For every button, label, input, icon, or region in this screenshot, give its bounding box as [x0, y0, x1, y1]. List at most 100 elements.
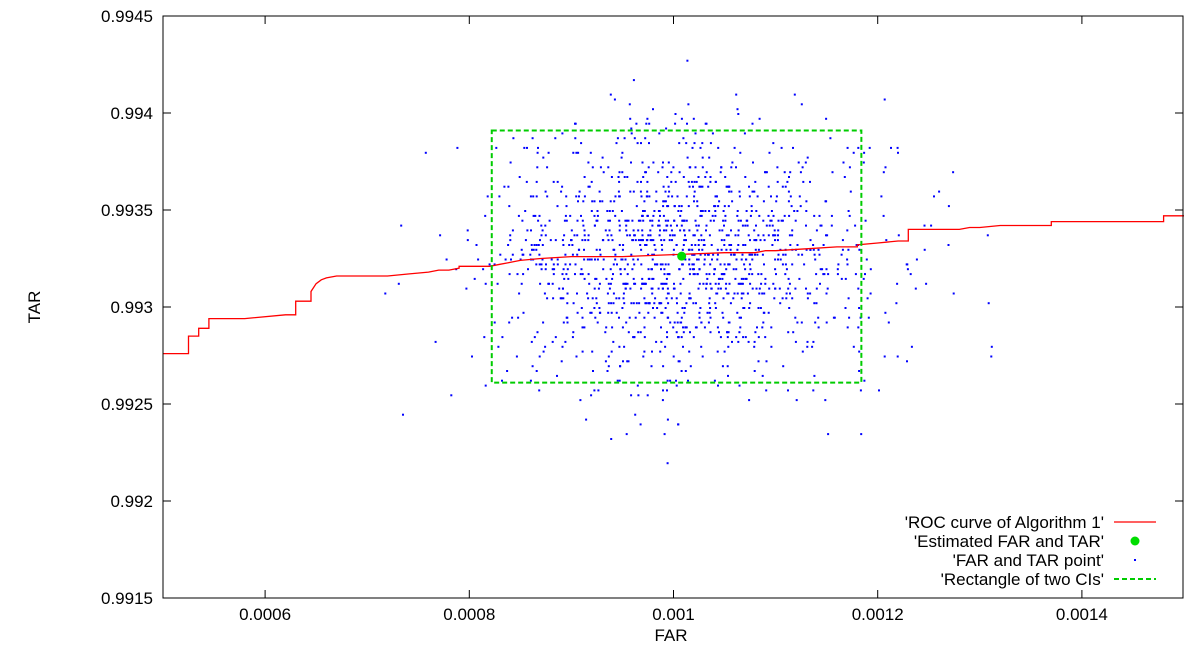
far-tar-point: [609, 268, 612, 271]
far-tar-point: [785, 268, 788, 271]
far-tar-point: [796, 210, 799, 212]
far-tar-point: [680, 205, 683, 208]
far-tar-point: [673, 321, 676, 324]
far-tar-point: [509, 234, 512, 237]
far-tar-point: [695, 180, 698, 183]
far-tar-point: [749, 268, 752, 271]
far-tar-point: [655, 340, 658, 343]
far-tar-point: [910, 345, 913, 348]
y-axis-label: TAR: [25, 291, 44, 324]
far-tar-point: [726, 331, 729, 334]
far-tar-point: [580, 307, 583, 309]
far-tar-point: [658, 234, 661, 237]
far-tar-point: [840, 253, 843, 256]
far-tar-point: [602, 239, 605, 242]
far-tar-point: [618, 316, 620, 319]
far-tar-point: [576, 219, 579, 222]
far-tar-point: [740, 316, 742, 319]
far-tar-point: [708, 234, 711, 237]
far-tar-point: [676, 311, 679, 314]
far-tar-point: [613, 98, 616, 101]
far-tar-point: [754, 331, 757, 334]
far-tar-point: [728, 321, 731, 324]
far-tar-point: [610, 234, 613, 237]
far-tar-point: [770, 219, 773, 222]
far-tar-point: [523, 146, 526, 149]
far-tar-point: [658, 132, 661, 135]
far-tar-point: [781, 219, 784, 222]
far-tar-point: [564, 214, 567, 217]
far-tar-point: [674, 113, 677, 115]
far-tar-point: [788, 234, 791, 237]
far-tar-point: [639, 331, 642, 334]
far-tar-point: [572, 331, 575, 334]
far-tar-point: [536, 331, 539, 334]
far-tar-point: [796, 244, 799, 246]
far-tar-point: [531, 137, 534, 140]
far-tar-point: [691, 253, 694, 256]
far-tar-point: [642, 210, 644, 212]
far-tar-point: [720, 248, 723, 251]
far-tar-point: [597, 389, 600, 392]
far-tar-point: [576, 311, 579, 314]
far-tar-point: [688, 273, 691, 276]
far-tar-point: [583, 258, 586, 261]
far-tar-point: [684, 370, 687, 372]
far-tar-point: [804, 161, 807, 164]
far-tar-point: [780, 219, 783, 222]
far-tar-point: [661, 263, 664, 266]
far-tar-point: [761, 292, 764, 295]
far-tar-point: [813, 302, 816, 305]
far-tar-point: [578, 190, 581, 193]
far-tar-point: [548, 282, 550, 285]
far-tar-point: [526, 146, 528, 149]
far-tar-point: [721, 311, 724, 314]
far-tar-point: [535, 248, 538, 251]
far-tar-point: [587, 234, 590, 237]
far-tar-point: [696, 200, 699, 203]
far-tar-point: [565, 205, 568, 208]
far-tar-point: [686, 122, 688, 125]
far-tar-point: [541, 244, 544, 246]
far-tar-point: [642, 355, 645, 358]
far-tar-point: [857, 326, 860, 329]
far-tar-point: [686, 59, 689, 62]
far-tar-point: [740, 297, 743, 300]
far-tar-point: [608, 210, 611, 212]
far-tar-point: [722, 297, 725, 300]
far-tar-point: [652, 108, 654, 111]
far-tar-point: [532, 248, 535, 251]
far-tar-point: [650, 239, 653, 242]
far-tar-point: [743, 263, 746, 266]
far-tar-point: [670, 229, 673, 232]
far-tar-point: [666, 273, 669, 276]
far-tar-point: [765, 389, 768, 392]
far-tar-point: [561, 185, 564, 188]
far-tar-point: [538, 263, 541, 266]
far-tar-point: [717, 384, 719, 387]
far-tar-point: [680, 224, 683, 227]
far-tar-point: [647, 302, 650, 305]
far-tar-point: [671, 234, 674, 237]
far-tar-point: [990, 355, 993, 358]
far-tar-point: [990, 345, 993, 348]
legend-label-points: 'FAR and TAR point': [953, 551, 1104, 570]
far-tar-point: [606, 234, 609, 237]
far-tar-point: [627, 360, 630, 363]
far-tar-point: [645, 122, 648, 125]
far-tar-point: [642, 219, 645, 222]
far-tar-point: [657, 219, 660, 222]
far-tar-point: [609, 219, 611, 222]
far-tar-point: [751, 122, 754, 125]
far-tar-point: [697, 176, 700, 178]
far-tar-point: [789, 195, 792, 198]
far-tar-point: [788, 282, 791, 285]
far-tar-point: [748, 263, 751, 266]
far-tar-point: [731, 200, 734, 203]
far-tar-point: [522, 273, 525, 276]
far-tar-point: [788, 214, 791, 217]
far-tar-point: [706, 311, 709, 314]
far-tar-point: [774, 268, 777, 271]
far-tar-point: [549, 239, 552, 242]
far-tar-point: [529, 253, 532, 256]
